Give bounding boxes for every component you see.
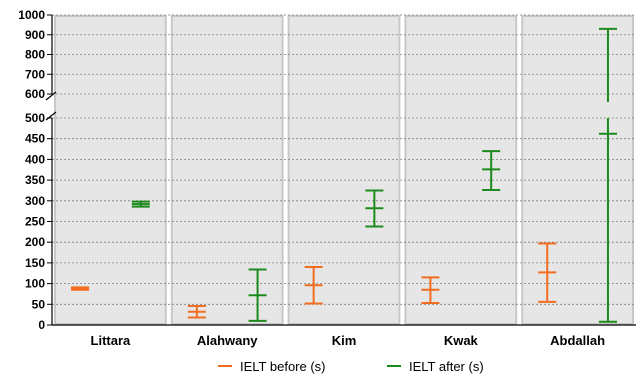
x-label-kim: Kim (332, 333, 357, 348)
y-tick-label: 100 (25, 277, 45, 291)
y-tick-label: 250 (25, 215, 45, 229)
errorbar-before-kim (304, 266, 323, 305)
legend-label-before: IELT before (s) (240, 358, 326, 374)
panel-alahwany (170, 15, 284, 325)
x-label-kwak: Kwak (444, 333, 479, 348)
y-tick-label: 0 (38, 318, 45, 332)
y-tick-label: 500 (25, 111, 45, 125)
legend-item-before: IELT before (s) (218, 356, 326, 376)
error-bar-chart: 0 50 100 150 200 250 300 350 400 450 500 600 700 800 9… (18, 8, 636, 348)
grid-lines (52, 14, 636, 305)
panel-kim (287, 15, 401, 325)
y-tick-label: 150 (25, 256, 45, 270)
category-panels (54, 15, 635, 325)
y-tick-label: 700 (25, 67, 45, 81)
x-label-alahwany: Alahwany (197, 333, 258, 348)
legend-swatch-before (218, 365, 232, 367)
y-tick-label: 1000 (18, 8, 45, 22)
errorbar-before-alahwany (187, 304, 206, 319)
errorbar-before-littara (71, 286, 90, 291)
errorbar-after-abdallah (598, 27, 617, 323)
y-tick-label: 800 (25, 48, 45, 62)
errorbar-after-littara (131, 200, 150, 208)
x-label-abdallah: Abdallah (550, 333, 605, 348)
errorbar-before-kwak (421, 276, 440, 305)
axis-break-mark (45, 91, 57, 101)
y-tick-label: 350 (25, 173, 45, 187)
errorbar-after-alahwany (248, 268, 267, 322)
y-tick-label: 50 (32, 297, 46, 311)
y-tick-label: 200 (25, 235, 45, 249)
y-tick-label: 600 (25, 87, 45, 101)
panel-abdallah (521, 15, 635, 325)
y-tick-label: 400 (25, 152, 45, 166)
y-axis: 0 50 100 150 200 250 300 350 400 450 500 600 700 800 9… (18, 8, 636, 332)
error-bars (71, 27, 617, 323)
x-label-littara: Littara (91, 333, 132, 348)
errorbar-after-kwak (482, 150, 501, 192)
y-tick-label: 300 (25, 194, 45, 208)
errorbar-after-kim (365, 189, 384, 228)
y-tick-label: 900 (25, 28, 45, 42)
legend: IELT before (s) IELT after (s) (0, 356, 640, 376)
legend-item-after: IELT after (s) (387, 356, 484, 376)
y-tick-label: 450 (25, 132, 45, 146)
x-axis-labels: Littara Alahwany Kim Kwak Abdallah (91, 333, 606, 348)
legend-swatch-after (387, 365, 401, 367)
axis-break-mark (45, 111, 57, 121)
panel-littara (54, 15, 167, 325)
legend-label-after: IELT after (s) (409, 358, 484, 374)
errorbar-before-abdallah (538, 242, 557, 303)
